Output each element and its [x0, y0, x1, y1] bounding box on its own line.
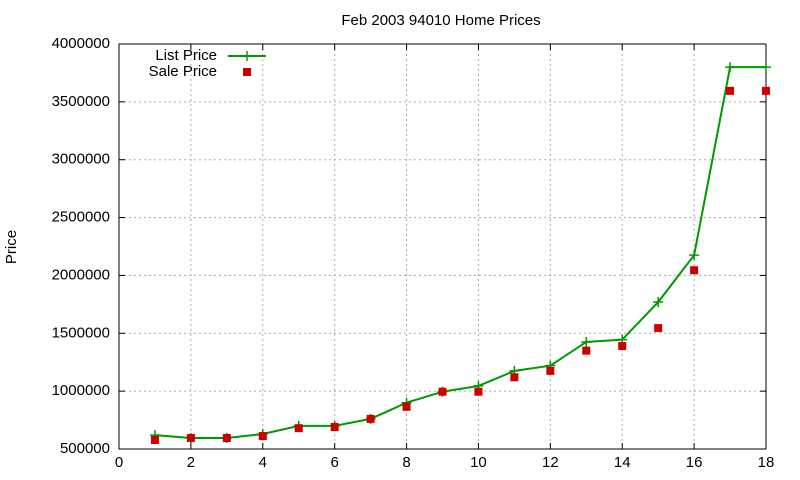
point-marker [150, 435, 159, 444]
point-marker [725, 62, 736, 73]
point-marker [690, 266, 699, 275]
x-tick-label: 8 [402, 454, 410, 471]
x-tick-label: 14 [614, 454, 631, 471]
x-tick-label: 2 [187, 454, 195, 471]
y-tick-label: 2500000 [52, 209, 110, 226]
point-marker [402, 402, 411, 411]
point-marker [761, 62, 771, 73]
legend-label: List Price [155, 47, 217, 64]
y-tick-label: 500000 [60, 440, 110, 457]
point-marker [510, 373, 519, 382]
point-marker [186, 434, 195, 443]
point-marker [654, 324, 663, 333]
y-tick-label: 3000000 [52, 151, 110, 168]
point-marker [366, 414, 375, 423]
point-marker [222, 434, 231, 443]
legend-label: Sale Price [149, 63, 217, 80]
x-tick-label: 6 [330, 454, 338, 471]
y-tick-label: 3500000 [52, 93, 110, 110]
x-tick-label: 12 [542, 454, 559, 471]
point-marker [258, 432, 267, 441]
point-marker [582, 346, 591, 355]
x-tick-label: 4 [259, 454, 267, 471]
point-marker [243, 68, 251, 76]
plot-frame [118, 43, 767, 450]
point-marker [242, 51, 252, 61]
y-tick-label: 2000000 [52, 266, 110, 283]
point-marker [546, 366, 555, 375]
y-tick-label: 1000000 [52, 382, 110, 399]
x-tick-label: 16 [686, 454, 703, 471]
point-marker [618, 342, 627, 351]
y-tick-label: 1500000 [52, 324, 110, 341]
point-marker [330, 423, 339, 432]
point-marker [653, 297, 664, 308]
point-marker [294, 424, 303, 433]
point-marker [438, 387, 447, 396]
y-axis-label: Price [3, 230, 20, 264]
x-tick-label: 0 [115, 454, 123, 471]
point-marker [689, 250, 700, 261]
point-marker [474, 387, 483, 396]
series-line [154, 66, 766, 440]
point-marker [581, 336, 592, 347]
y-tick-label: 4000000 [52, 35, 110, 52]
x-tick-label: 18 [758, 454, 775, 471]
point-marker [762, 86, 770, 95]
chart-title: Feb 2003 94010 Home Prices [341, 12, 540, 29]
point-marker [726, 86, 735, 95]
x-tick-label: 10 [470, 454, 487, 471]
